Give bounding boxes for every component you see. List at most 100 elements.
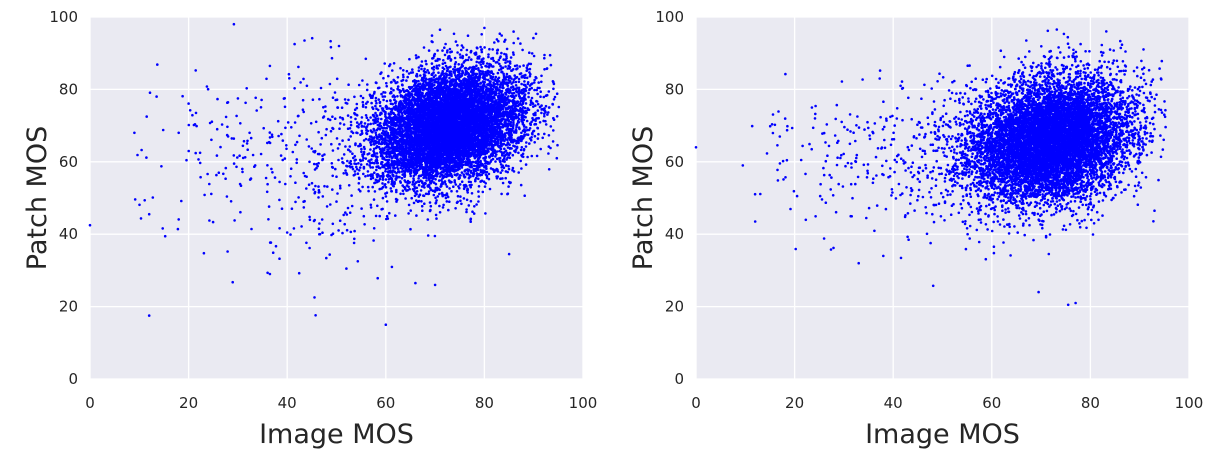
- scatter-point: [355, 102, 359, 106]
- scatter-point: [470, 192, 474, 195]
- scatter-point: [430, 173, 434, 177]
- scatter-point: [404, 156, 408, 159]
- scatter-point: [467, 56, 471, 59]
- scatter-point: [365, 88, 369, 92]
- scatter-point: [469, 199, 473, 203]
- scatter-point: [540, 74, 543, 78]
- scatter-point: [452, 68, 455, 71]
- scatter-point: [503, 52, 506, 56]
- scatter-point: [395, 188, 398, 192]
- scatter-point: [528, 51, 531, 54]
- scatter-point: [543, 112, 546, 115]
- scatter-point: [489, 160, 492, 163]
- scatter-point: [458, 53, 462, 56]
- scatter-point: [361, 79, 364, 82]
- scatter-point: [416, 200, 420, 203]
- scatter-point: [544, 123, 548, 126]
- scatter-point: [396, 167, 400, 171]
- scatter-point: [369, 116, 372, 119]
- scatter-point: [425, 62, 428, 66]
- scatter-point: [391, 69, 394, 72]
- scatter-point: [340, 106, 344, 109]
- scatter-point: [536, 102, 540, 106]
- scatter-point: [384, 170, 387, 173]
- scatter-point: [330, 162, 334, 165]
- scatter-point: [465, 208, 468, 211]
- scatter-point: [547, 152, 550, 155]
- scatter-point: [542, 119, 545, 123]
- scatter-point: [452, 32, 456, 36]
- scatter-point: [405, 79, 408, 82]
- scatter-point: [382, 98, 385, 102]
- scatter-point: [337, 158, 340, 162]
- scatter-point: [477, 200, 480, 203]
- scatter-point: [436, 195, 440, 198]
- scatter-point: [517, 80, 521, 84]
- scatter-point: [513, 149, 516, 153]
- scatter-point: [420, 67, 423, 71]
- scatter-point: [512, 122, 515, 126]
- scatter-point: [477, 190, 480, 193]
- scatter-point: [529, 122, 532, 126]
- scatter-point: [422, 46, 426, 49]
- scatter-point: [480, 50, 484, 54]
- scatter-point: [408, 57, 411, 61]
- scatter-point: [456, 44, 459, 47]
- scatter-point: [328, 82, 332, 86]
- scatter-point: [324, 110, 327, 113]
- scatter-point: [347, 138, 351, 141]
- scatter-point: [505, 55, 508, 58]
- scatter-point: [415, 190, 419, 193]
- scatter-point: [504, 176, 508, 180]
- scatter-point: [529, 138, 533, 142]
- scatter-point: [363, 122, 367, 125]
- scatter-point: [512, 41, 515, 45]
- scatter-point: [411, 183, 414, 186]
- scatter-point: [362, 172, 365, 176]
- scatter-point: [484, 88, 488, 92]
- scatter-point: [507, 164, 510, 168]
- scatter-point: [364, 175, 367, 178]
- scatter-point: [427, 190, 431, 193]
- scatter-point: [374, 178, 378, 182]
- scatter-point: [543, 114, 546, 118]
- scatter-point: [496, 71, 500, 75]
- scatter-point: [420, 60, 424, 63]
- scatter-point: [551, 140, 555, 143]
- scatter-point: [512, 170, 516, 173]
- scatter-point: [450, 74, 453, 78]
- scatter-point: [419, 74, 422, 77]
- scatter-point: [473, 205, 476, 208]
- scatter-point: [437, 64, 441, 67]
- scatter-point: [484, 173, 488, 176]
- scatter-point: [463, 175, 467, 179]
- scatter-point: [434, 74, 437, 77]
- scatter-point: [443, 53, 447, 57]
- scatter-point: [392, 62, 396, 65]
- scatter-point: [525, 126, 528, 129]
- scatter-point: [454, 40, 458, 43]
- scatter-point: [453, 180, 457, 184]
- scatter-point: [500, 34, 504, 37]
- scatter-point: [548, 53, 552, 57]
- scatter-point: [481, 190, 485, 194]
- scatter-point: [434, 178, 437, 181]
- scatter-point: [456, 51, 459, 54]
- scatter-point: [524, 98, 527, 101]
- scatter-point: [454, 183, 458, 186]
- scatter-point: [506, 192, 509, 196]
- scatter-point: [527, 91, 530, 95]
- scatter-point: [347, 98, 350, 102]
- scatter-point: [504, 65, 507, 68]
- scatter-point: [448, 187, 451, 190]
- scatter-point: [513, 74, 516, 77]
- scatter-point: [398, 91, 402, 94]
- scatter-point: [394, 178, 398, 181]
- scatter-point: [533, 141, 536, 144]
- scatter-point: [387, 145, 391, 149]
- scatter-point: [503, 82, 507, 85]
- scatter-point: [376, 161, 380, 165]
- scatter-point: [517, 92, 521, 96]
- scatter-point: [535, 88, 538, 92]
- scatter-point: [487, 53, 490, 56]
